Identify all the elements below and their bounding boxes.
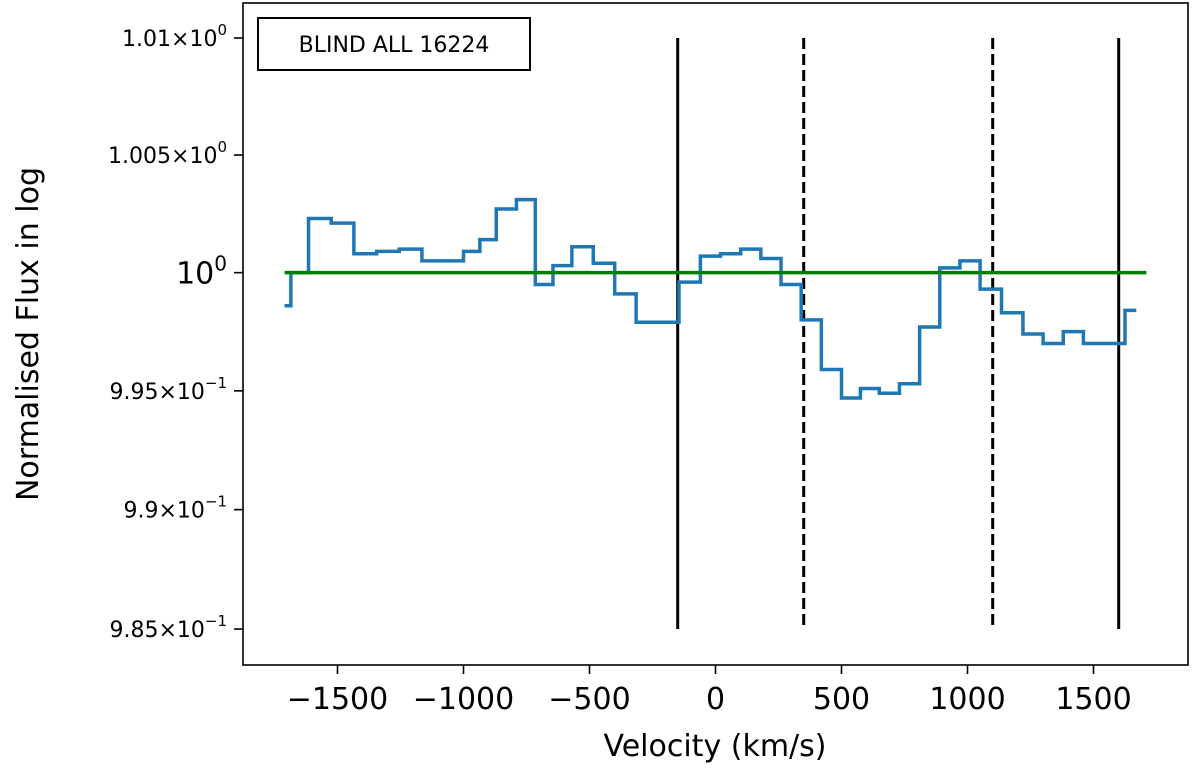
y-axis-label: Normalised Flux in log	[11, 167, 46, 501]
y-tick-label: 9.9×10−1	[123, 493, 227, 524]
y-tick-label: 100	[176, 252, 227, 292]
plot-background	[243, 3, 1188, 665]
annotation-box: BLIND ALL 16224	[257, 17, 531, 71]
x-axis-label: Velocity (km/s)	[604, 729, 827, 764]
x-tick-label: 500	[813, 682, 870, 717]
annotation-frame	[257, 17, 531, 71]
y-tick-label: 1.01×100	[122, 21, 227, 52]
x-tick-label: 0	[706, 682, 725, 717]
x-tick-label: −1000	[413, 682, 514, 717]
x-tick-label: 1000	[929, 682, 1005, 717]
vertical-lines	[676, 37, 1121, 630]
y-axis-ticks: 1.01×100 1.005×100 100 9.95×10−1 9.9×10−1 9.8…	[108, 21, 243, 643]
annotation-text: BLIND ALL 16224	[299, 33, 490, 58]
y-tick-label: 1.005×100	[108, 138, 227, 169]
y-tick-label: 9.85×10−1	[109, 612, 227, 643]
x-axis-ticks: −1500 −1000 −500 0 500 1000 1500	[287, 665, 1132, 717]
data-series	[284, 197, 1147, 400]
x-tick-label: 1500	[1055, 682, 1131, 717]
x-tick-label: −500	[548, 682, 630, 717]
x-tick-label: −1500	[287, 682, 388, 717]
y-tick-label: 9.95×10−1	[109, 374, 227, 405]
flux-spectrum-line	[284, 197, 1137, 400]
